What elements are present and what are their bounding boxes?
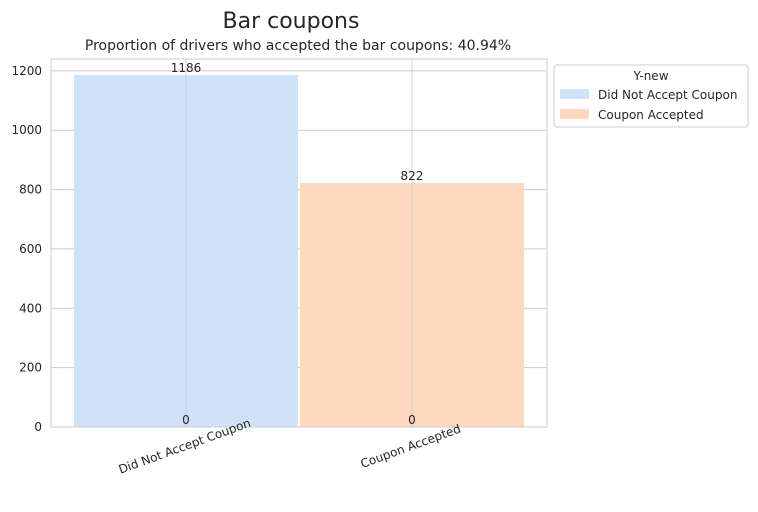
y-tick-label: 200 [19, 361, 42, 375]
y-tick-label: 1200 [11, 64, 42, 78]
bar-labels: 1186 0 822 0 [171, 61, 424, 427]
legend-label-did-not-accept: Did Not Accept Coupon [598, 88, 737, 102]
x-grid-lines [185, 59, 413, 427]
y-tick-label: 600 [19, 242, 42, 256]
chart-subtitle: Proportion of drivers who accepted the b… [85, 38, 511, 54]
plot-frame [50, 58, 548, 428]
legend-swatch-did-not-accept [560, 89, 589, 99]
x-tick-label: Coupon Accepted [359, 422, 463, 471]
legend-box [553, 64, 749, 128]
y-tick-label: 1000 [11, 123, 42, 137]
legend-label-coupon-accepted: Coupon Accepted [598, 108, 704, 122]
y-tick-label: 400 [19, 301, 42, 315]
legend-swatch-coupon-accepted [560, 109, 589, 119]
bar-base-label: 0 [182, 413, 190, 427]
legend-title: Y-new [632, 69, 668, 83]
bar-base-label: 0 [408, 413, 416, 427]
y-tick-label: 800 [19, 183, 42, 197]
chart-title: Bar coupons [223, 9, 360, 34]
legend: Y-new Did Not Accept Coupon Coupon Accep… [553, 64, 749, 128]
y-tick-labels: 0 200 400 600 800 1000 1200 [11, 64, 42, 434]
y-tick-label: 0 [34, 420, 42, 434]
bar-value-label: 1186 [171, 61, 202, 75]
bar-value-label: 822 [401, 169, 424, 183]
